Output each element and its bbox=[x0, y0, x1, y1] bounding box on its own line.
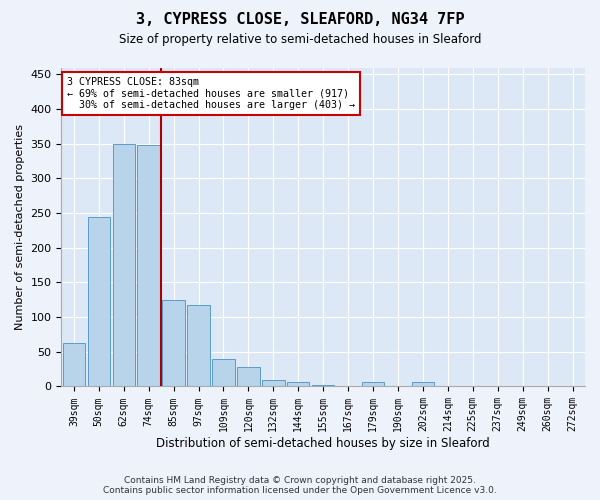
Bar bbox=[262, 380, 284, 386]
Text: 3, CYPRESS CLOSE, SLEAFORD, NG34 7FP: 3, CYPRESS CLOSE, SLEAFORD, NG34 7FP bbox=[136, 12, 464, 28]
Bar bbox=[212, 358, 235, 386]
Bar bbox=[113, 144, 135, 386]
Bar bbox=[237, 367, 260, 386]
Bar bbox=[88, 216, 110, 386]
Y-axis label: Number of semi-detached properties: Number of semi-detached properties bbox=[15, 124, 25, 330]
Bar bbox=[187, 304, 210, 386]
Bar bbox=[287, 382, 310, 386]
Bar bbox=[137, 145, 160, 386]
Bar bbox=[312, 385, 334, 386]
Bar bbox=[163, 300, 185, 386]
Text: 3 CYPRESS CLOSE: 83sqm
← 69% of semi-detached houses are smaller (917)
  30% of : 3 CYPRESS CLOSE: 83sqm ← 69% of semi-det… bbox=[67, 77, 355, 110]
Bar bbox=[362, 382, 384, 386]
Bar bbox=[62, 344, 85, 386]
Bar bbox=[412, 382, 434, 386]
Text: Size of property relative to semi-detached houses in Sleaford: Size of property relative to semi-detach… bbox=[119, 32, 481, 46]
X-axis label: Distribution of semi-detached houses by size in Sleaford: Distribution of semi-detached houses by … bbox=[157, 437, 490, 450]
Text: Contains HM Land Registry data © Crown copyright and database right 2025.
Contai: Contains HM Land Registry data © Crown c… bbox=[103, 476, 497, 495]
